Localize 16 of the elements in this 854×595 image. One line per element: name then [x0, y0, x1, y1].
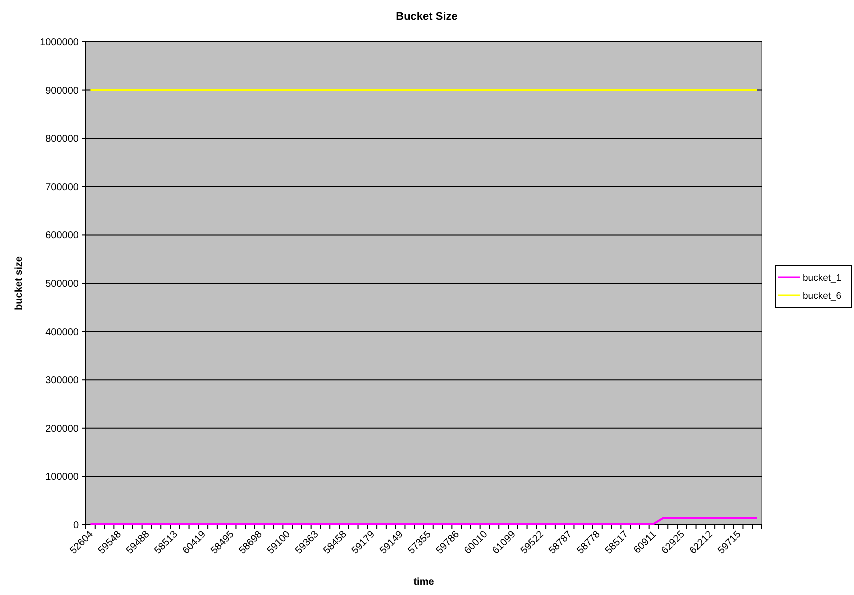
chart-title: Bucket Size [396, 11, 458, 23]
y-tick-label: 400000 [46, 327, 80, 338]
y-tick-label: 200000 [46, 424, 80, 435]
y-tick-label: 1000000 [40, 38, 80, 48]
y-tick-label: 300000 [46, 376, 80, 387]
y-tick-label: 600000 [46, 230, 80, 242]
y-tick-label: 100000 [46, 472, 80, 484]
x-axis-title: time [414, 577, 435, 588]
y-axis-title: bucket size [14, 256, 25, 310]
y-tick-label: 0 [73, 520, 80, 532]
legend-label: bucket_6 [803, 290, 842, 302]
y-tick-label: 800000 [46, 134, 80, 146]
y-tick-label: 700000 [46, 182, 80, 194]
y-tick-label: 500000 [46, 279, 80, 290]
legend-label: bucket_1 [803, 272, 842, 284]
y-tick-label: 900000 [46, 86, 80, 97]
